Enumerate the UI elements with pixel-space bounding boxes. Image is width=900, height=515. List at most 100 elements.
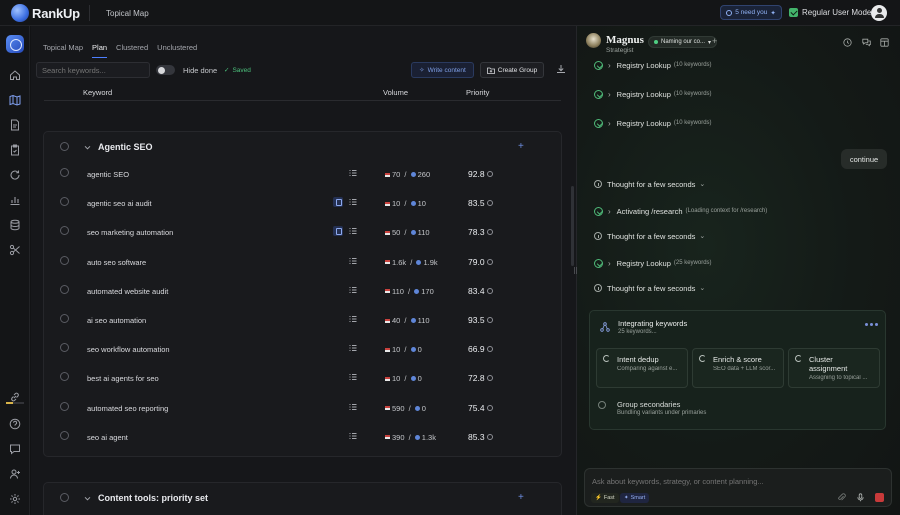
row-select-radio[interactable]: [60, 314, 69, 323]
chevron-down-icon[interactable]: ⌄: [699, 285, 706, 292]
table-row[interactable]: automated seo reporting 590 / 0 75.4: [44, 393, 561, 422]
list-icon[interactable]: [349, 403, 357, 411]
content-doc-icon[interactable]: [333, 197, 343, 208]
table-row[interactable]: best ai agents for seo 10 / 0 72.8: [44, 363, 561, 392]
tab-clustered[interactable]: Clustered: [116, 43, 149, 52]
tool-call-item[interactable]: › Registry Lookup (10 keywords): [594, 88, 712, 100]
document-icon[interactable]: [9, 119, 21, 131]
smart-mode-chip[interactable]: ✦ Smart: [620, 493, 650, 503]
column-volume[interactable]: Volume: [383, 88, 409, 97]
list-icon[interactable]: [349, 257, 357, 265]
app-logo[interactable]: RankUp: [11, 4, 80, 22]
list-icon[interactable]: [349, 169, 357, 177]
agent-status-pill[interactable]: Naming our co... ▾: [648, 36, 718, 48]
chevron-right-icon[interactable]: ›: [608, 206, 611, 216]
list-icon[interactable]: [349, 227, 357, 235]
list-icon[interactable]: [349, 373, 357, 381]
regular-user-mode-checkbox[interactable]: [789, 8, 798, 17]
group-select-radio[interactable]: [60, 493, 69, 502]
regular-user-mode-toggle[interactable]: Regular User Mode: [789, 8, 871, 17]
tool-call-item[interactable]: › Registry Lookup (10 keywords): [594, 117, 712, 129]
chevron-right-icon[interactable]: ›: [608, 60, 611, 70]
chevron-down-icon[interactable]: ⌄: [699, 181, 706, 188]
row-select-radio[interactable]: [60, 372, 69, 382]
user-avatar[interactable]: [871, 5, 887, 21]
list-icon[interactable]: [349, 286, 357, 294]
table-row[interactable]: agentic SEO 70 / 260 92.8: [44, 159, 561, 188]
list-icon[interactable]: [349, 344, 357, 352]
tab-plan[interactable]: Plan: [92, 43, 108, 58]
microphone-icon[interactable]: [856, 493, 865, 502]
list-icon[interactable]: [349, 432, 357, 440]
hide-done-toggle[interactable]: [156, 65, 175, 75]
refresh-icon[interactable]: [9, 169, 21, 181]
search-input[interactable]: [36, 62, 150, 78]
add-keyword-plus-icon[interactable]: +: [518, 141, 524, 152]
thought-item[interactable]: Thought for a few seconds ⌄: [594, 282, 705, 294]
fast-mode-chip[interactable]: ⚡ Fast: [591, 493, 619, 503]
column-keyword[interactable]: Keyword: [83, 88, 113, 97]
row-select-radio[interactable]: [60, 197, 69, 207]
home-icon[interactable]: [9, 69, 21, 81]
row-select-radio[interactable]: [60, 343, 69, 353]
tab-topical-map[interactable]: Topical Map: [43, 43, 84, 52]
download-icon[interactable]: [556, 64, 568, 76]
clipboard-icon[interactable]: [9, 144, 21, 156]
chevron-right-icon[interactable]: ›: [608, 258, 611, 268]
stop-button[interactable]: [875, 493, 884, 502]
table-row[interactable]: auto seo software 1.6k / 1.9k 79.0: [44, 247, 561, 276]
tool-call-item[interactable]: › Activating /research (Loading context fo…: [594, 205, 767, 217]
list-icon[interactable]: [349, 198, 357, 206]
write-content-button[interactable]: ✧ Write content: [411, 62, 474, 78]
table-row[interactable]: seo workflow automation 10 / 0 66.9: [44, 334, 561, 363]
map-icon[interactable]: [5, 90, 25, 110]
row-select-radio[interactable]: [60, 401, 69, 411]
group-select-radio[interactable]: [60, 142, 69, 151]
add-keyword-plus-icon[interactable]: +: [518, 492, 524, 503]
row-select-radio[interactable]: [60, 168, 69, 177]
table-row[interactable]: ai seo automation 40 / 110 93.5: [44, 305, 561, 334]
thought-item[interactable]: Thought for a few seconds ⌄: [594, 230, 705, 242]
row-select-radio[interactable]: [60, 226, 69, 236]
chevron-down-icon[interactable]: ⌄: [699, 233, 706, 240]
create-group-button[interactable]: Create Group: [480, 62, 544, 78]
need-you-button[interactable]: 5 need you ✦: [720, 5, 782, 20]
drag-handle-icon[interactable]: [573, 266, 578, 275]
chat-input[interactable]: [592, 475, 832, 487]
group-header[interactable]: Agentic SEO +: [44, 132, 561, 162]
attach-icon[interactable]: [837, 493, 846, 502]
table-row[interactable]: seo marketing automation 50 / 110 78.3: [44, 217, 561, 246]
table-row[interactable]: agentic seo ai audit 10 / 10 83.5: [44, 188, 561, 217]
table-row[interactable]: automated website audit 110 / 170 83.4: [44, 276, 561, 305]
chevron-down-icon[interactable]: [84, 495, 91, 502]
more-options-icon[interactable]: [865, 323, 878, 326]
table-row[interactable]: seo ai agent 390 / 1.3k 85.3: [44, 422, 561, 451]
tab-unclustered[interactable]: Unclustered: [157, 43, 198, 52]
settings-icon[interactable]: [9, 493, 21, 505]
column-priority[interactable]: Priority: [466, 88, 490, 97]
content-doc-icon[interactable]: [333, 226, 343, 237]
scissors-icon[interactable]: [9, 244, 21, 256]
help-icon[interactable]: [9, 418, 21, 430]
scrollbar[interactable]: [571, 186, 574, 266]
chevron-right-icon[interactable]: ›: [608, 118, 611, 128]
message-icon[interactable]: [9, 443, 21, 455]
row-select-radio[interactable]: [60, 255, 69, 265]
row-select-radio[interactable]: [60, 284, 69, 294]
chevron-down-icon[interactable]: [84, 144, 91, 151]
group-header[interactable]: Content tools: priority set +: [44, 483, 561, 513]
link-icon[interactable]: [9, 391, 21, 403]
thought-item[interactable]: Thought for a few seconds ⌄: [594, 178, 705, 190]
history-icon[interactable]: [843, 38, 852, 47]
list-icon[interactable]: [349, 315, 357, 323]
database-icon[interactable]: [9, 219, 21, 231]
tool-call-item[interactable]: › Registry Lookup (25 keywords): [594, 257, 712, 269]
row-select-radio[interactable]: [60, 430, 69, 440]
chats-icon[interactable]: [862, 38, 871, 47]
workspace-badge-icon[interactable]: [6, 35, 24, 53]
layout-panel-icon[interactable]: [880, 38, 889, 47]
new-chat-plus-icon[interactable]: +: [712, 36, 718, 46]
tool-call-item[interactable]: › Registry Lookup (10 keywords): [594, 59, 712, 71]
bar-chart-icon[interactable]: [9, 194, 21, 206]
user-plus-icon[interactable]: [9, 468, 21, 480]
